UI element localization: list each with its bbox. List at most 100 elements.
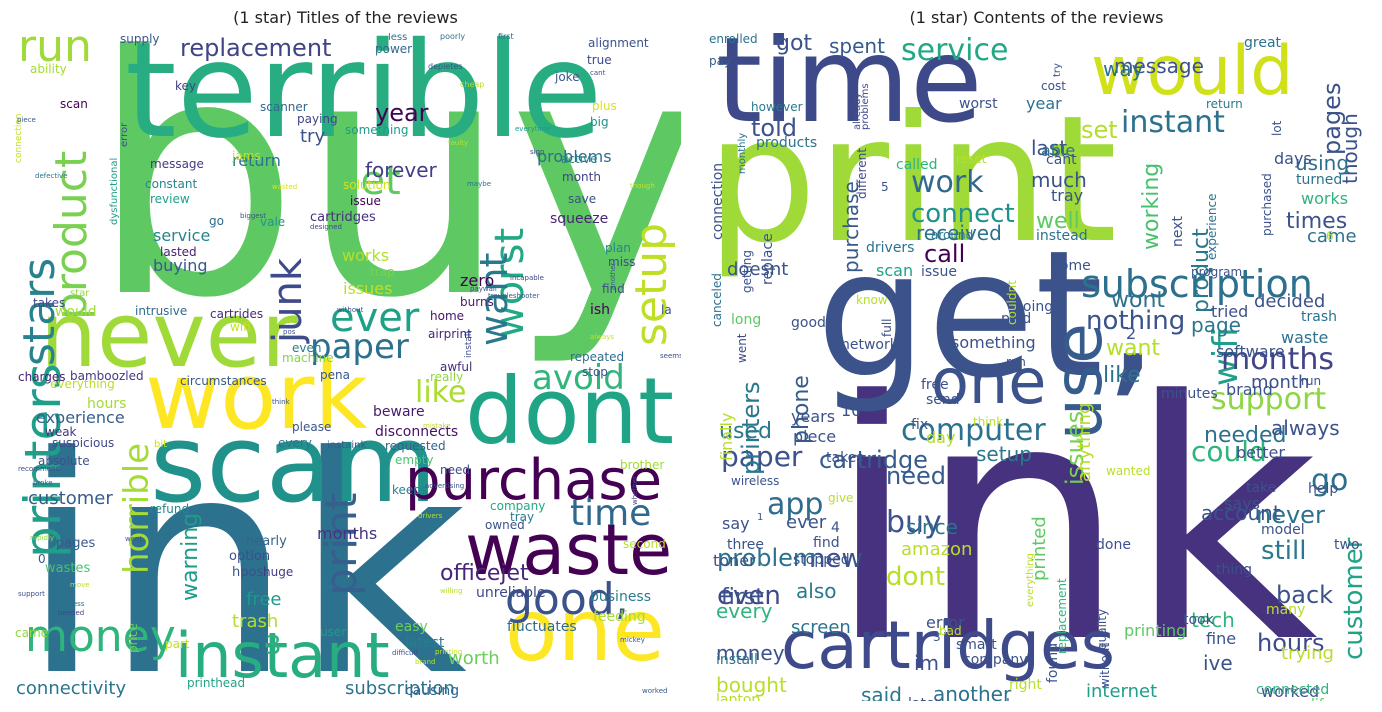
word-cartridges-contents: cartridges <box>781 607 1115 684</box>
word-monthly-contents: monthly <box>737 133 748 175</box>
word-problems-contents: problems <box>860 83 871 130</box>
word-find-contents: find <box>813 535 840 551</box>
word-work-contents: work <box>911 165 984 200</box>
word-cant-contents: cant <box>1046 152 1077 168</box>
word-money-titles: money <box>25 611 176 662</box>
word-worked-titles: worked <box>642 687 668 695</box>
word-3-contents: 3 <box>933 630 941 644</box>
word-worth-titles: worth <box>448 648 500 669</box>
word-maybe-titles: maybe <box>467 180 492 188</box>
word-though-titles: though <box>630 182 655 190</box>
word-cant-titles: cant <box>590 69 606 77</box>
word-ish-titles: ish <box>590 302 611 318</box>
word-find-titles: find <box>602 282 625 296</box>
word-whether-titles: whether <box>631 476 639 505</box>
word-home-contents: home <box>1051 258 1091 274</box>
word-dont-contents: dont <box>886 562 946 592</box>
word-move-titles: move <box>70 581 90 589</box>
word-replacement-titles: replacement <box>180 34 332 62</box>
word-around-contents: around <box>931 228 974 242</box>
word-repeated-titles: repeated <box>570 350 625 364</box>
word-issues-titles: issues <box>343 279 393 298</box>
word-takes-contents: takes <box>826 450 864 466</box>
word-days-contents: days <box>1274 149 1312 168</box>
word-awful-titles: awful <box>440 360 473 374</box>
word-poorly-titles: poorly <box>440 33 466 41</box>
word-nothing-contents: nothing <box>1086 306 1186 336</box>
word-alignment-titles: alignment <box>588 36 649 50</box>
word-buy-titles: buy <box>90 33 681 370</box>
word-unreliable-titles: unreliable <box>476 585 546 601</box>
word-ability-titles: ability <box>30 62 67 76</box>
word-takes-titles: takes <box>33 296 66 310</box>
word-pos-titles: pos <box>283 328 296 336</box>
word-minutes-contents: minutes <box>1161 386 1218 402</box>
word-less-contents: less <box>1006 698 1033 701</box>
word-take-contents: take <box>1246 480 1277 496</box>
word-would-contents: would <box>1091 33 1294 111</box>
word-setup-contents: setup <box>976 442 1032 466</box>
word-tray-contents: tray <box>1051 186 1084 205</box>
word-account-contents: account <box>1201 501 1281 525</box>
word-supply-titles: supply <box>120 33 160 46</box>
word-time-contents: time <box>716 33 983 149</box>
word-everything-titles: everything <box>50 377 115 391</box>
word-avoid-titles: avoid <box>532 358 625 398</box>
word-designed-titles: designed <box>310 223 342 231</box>
word-broke-titles: broke <box>33 479 53 487</box>
word-intrusive-titles: intrusive <box>135 304 188 318</box>
word-message-contents: message <box>1114 54 1204 78</box>
word-hpos-titles: hpos <box>232 565 264 580</box>
word-amazon-contents: amazon <box>901 539 973 560</box>
word-say-contents: say <box>722 514 750 533</box>
word-charges-titles: charges <box>18 370 66 384</box>
word-print-titles: print <box>316 493 367 597</box>
word-recommend-titles: recommend <box>18 465 60 473</box>
word-option-titles: option <box>229 549 271 564</box>
word-support-contents: support <box>1211 382 1327 417</box>
word-like-titles: like <box>415 375 467 410</box>
word-run-contents: run <box>1301 374 1322 388</box>
word-lot-contents: lot <box>1270 121 1284 137</box>
word-cost-contents: cost <box>1041 79 1066 93</box>
word-first-titles: first <box>498 33 514 41</box>
word-try-titles: try <box>300 126 326 147</box>
word-good-titles: good, <box>505 574 629 625</box>
word-time-titles: time <box>570 493 652 534</box>
word-new-contents: new <box>809 544 863 574</box>
word-service-titles: service <box>153 226 211 245</box>
word-install-contents: install <box>716 652 758 668</box>
word-star-titles: star <box>70 288 90 299</box>
word-user-titles: user <box>320 625 347 639</box>
word-huge-titles: huge <box>263 565 294 579</box>
word-better-contents: better <box>1236 443 1285 462</box>
word-unless-titles: unless <box>62 600 85 608</box>
word-return-contents: return <box>1206 97 1243 111</box>
word-try-contents: try <box>1052 63 1063 77</box>
chart-title: (1 star) Titles of the reviews <box>233 8 458 27</box>
word-app-contents: app <box>767 487 824 522</box>
word-still-contents: still <box>1261 536 1307 566</box>
word-canceled-contents: canceled <box>710 273 724 327</box>
word-anything-contents: anything <box>1074 403 1095 483</box>
word-get-contents: get, <box>816 214 1159 417</box>
word-subscription-contents: subscription <box>1081 262 1313 306</box>
word-however-contents: however <box>751 100 803 114</box>
word-full-contents: full <box>880 318 894 337</box>
word-save-titles: save <box>568 192 597 206</box>
word-depletes-titles: depletes <box>428 62 463 71</box>
word-month-contents: month <box>1251 372 1310 393</box>
word-tried-contents: tried <box>1211 302 1249 321</box>
word-worked-contents: worked <box>1261 682 1320 701</box>
word-three-contents: three <box>727 537 765 553</box>
word-since-contents: since <box>906 515 958 539</box>
word-ever-contents: ever <box>786 512 827 533</box>
word-think-titles: think <box>272 398 290 406</box>
word-easy-titles: easy <box>395 619 428 635</box>
word-something-titles: something <box>345 123 409 137</box>
word-5-contents: 5 <box>881 180 889 194</box>
word-active-titles: active <box>561 152 598 166</box>
word-replacement-contents: replacement <box>1055 578 1069 654</box>
word-two-contents: two <box>1334 537 1360 553</box>
word-instaink-titles: instaink <box>327 440 367 451</box>
